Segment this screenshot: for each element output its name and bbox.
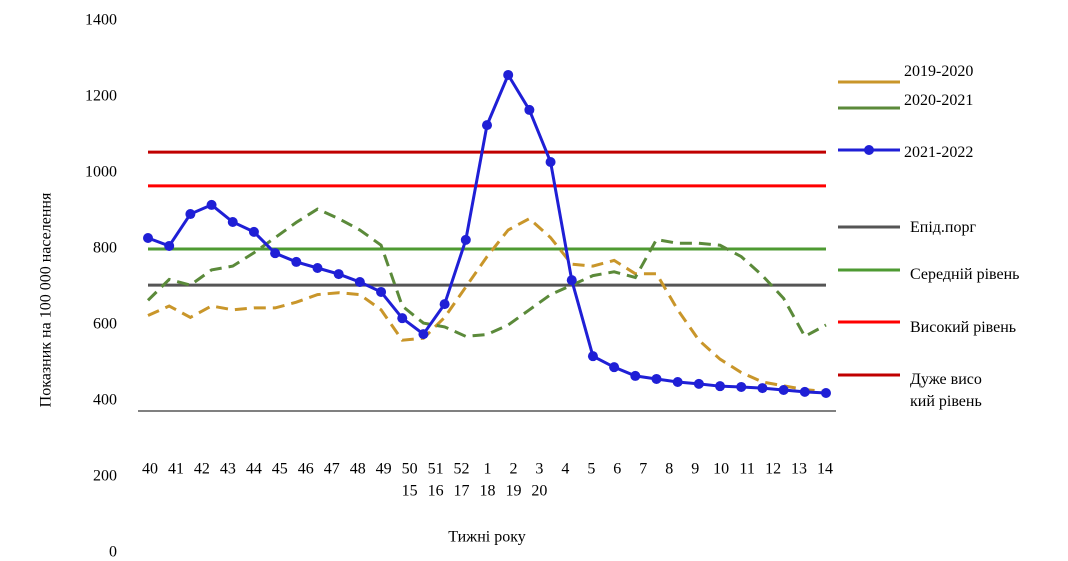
x-tick-label: 7 bbox=[639, 461, 647, 478]
point bbox=[185, 209, 196, 220]
x-tick-label: 12 bbox=[765, 461, 781, 478]
x-tick-label: 13 bbox=[791, 461, 807, 478]
point bbox=[799, 386, 810, 397]
x-tick-label: 14 bbox=[817, 461, 833, 478]
x-tick-label: 40 bbox=[142, 461, 158, 478]
x-tick-label: 44 bbox=[246, 461, 262, 478]
x-tick-label: 20 bbox=[531, 483, 547, 500]
x-axis-label: Тижні року bbox=[448, 529, 526, 546]
x-tick-label: 49 bbox=[376, 461, 392, 478]
y-tick-label: 1000 bbox=[85, 164, 117, 181]
legend-label: Дуже високий рівень bbox=[910, 371, 982, 410]
legend-label: Високий рівень bbox=[910, 319, 1017, 336]
x-tick-label: 43 bbox=[220, 461, 236, 478]
point bbox=[736, 381, 747, 392]
legend-label: 2019-2020 bbox=[904, 63, 974, 80]
point bbox=[333, 269, 344, 280]
point bbox=[524, 104, 535, 115]
x-tick-label: 52 bbox=[454, 461, 470, 478]
x-tick-label: 15 bbox=[402, 483, 418, 500]
series-line bbox=[146, 207, 827, 339]
x-tick-label: 45 bbox=[272, 461, 288, 478]
point bbox=[630, 370, 641, 381]
point bbox=[693, 378, 704, 389]
x-tick-label: 16 bbox=[428, 483, 444, 500]
y-tick-label: 1400 bbox=[85, 12, 117, 29]
point bbox=[609, 362, 620, 373]
x-tick-label: 9 bbox=[691, 461, 699, 478]
x-tick-label: 42 bbox=[194, 461, 210, 478]
x-tick-label: 1 bbox=[484, 461, 492, 478]
y-tick-label: 800 bbox=[93, 240, 117, 257]
point bbox=[778, 384, 789, 395]
point bbox=[143, 232, 153, 243]
point bbox=[545, 156, 556, 167]
point bbox=[164, 240, 175, 251]
y-tick-label: 400 bbox=[93, 392, 117, 409]
point bbox=[672, 377, 683, 387]
point bbox=[651, 373, 662, 384]
legend-label: 2020-2021 bbox=[904, 92, 974, 109]
y-axis-label: Показник на 100 000 населення bbox=[38, 192, 55, 407]
point bbox=[715, 381, 726, 392]
x-tick-label: 10 bbox=[713, 461, 729, 478]
x-tick-label: 4 bbox=[561, 461, 569, 478]
point bbox=[482, 120, 492, 131]
x-tick-label: 2 bbox=[509, 461, 517, 478]
x-tick-label: 41 bbox=[168, 461, 184, 478]
point bbox=[248, 226, 259, 237]
point bbox=[270, 248, 281, 259]
legend-label: 2021-2022 bbox=[904, 144, 974, 161]
y-tick-label: 200 bbox=[93, 468, 117, 485]
x-tick-label: 17 bbox=[454, 483, 470, 500]
point bbox=[821, 388, 831, 399]
point bbox=[312, 263, 323, 273]
point bbox=[460, 234, 471, 245]
point bbox=[291, 256, 302, 267]
point bbox=[206, 199, 217, 210]
series-line bbox=[147, 216, 827, 393]
x-tick-label: 51 bbox=[428, 461, 444, 478]
point bbox=[757, 383, 768, 394]
legend-label: Епід.порг bbox=[910, 219, 977, 236]
x-tick-label: 6 bbox=[613, 461, 621, 478]
point bbox=[587, 351, 598, 362]
x-tick-label: 11 bbox=[739, 461, 754, 478]
x-tick-label: 50 bbox=[402, 461, 418, 478]
x-tick-label: 18 bbox=[480, 483, 496, 500]
point bbox=[376, 286, 387, 297]
legend-label: Середній рівень bbox=[910, 266, 1020, 283]
point bbox=[397, 313, 408, 324]
y-tick-label: 1200 bbox=[85, 88, 117, 105]
point bbox=[503, 69, 514, 80]
x-tick-label: 5 bbox=[587, 461, 595, 478]
point bbox=[566, 275, 577, 286]
x-tick-label: 46 bbox=[298, 461, 314, 478]
point bbox=[354, 277, 365, 288]
x-tick-label: 19 bbox=[505, 483, 521, 500]
legend-marker bbox=[864, 145, 874, 155]
point bbox=[439, 299, 450, 310]
point bbox=[227, 217, 238, 228]
x-tick-label: 47 bbox=[324, 461, 340, 478]
x-tick-label: 3 bbox=[535, 461, 543, 478]
x-tick-label: 8 bbox=[665, 461, 673, 478]
x-tick-label: 48 bbox=[350, 461, 366, 478]
point bbox=[418, 329, 429, 340]
y-tick-label: 600 bbox=[93, 316, 117, 333]
y-tick-label: 0 bbox=[109, 544, 117, 561]
